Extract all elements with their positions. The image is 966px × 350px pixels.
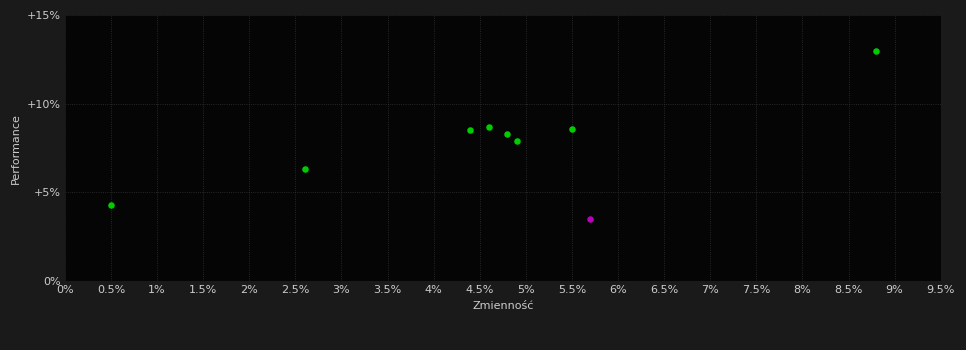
- Point: [499, 131, 515, 137]
- Point: [868, 48, 884, 54]
- Point: [103, 202, 119, 208]
- X-axis label: Zmienność: Zmienność: [472, 301, 533, 311]
- Point: [509, 138, 525, 144]
- Point: [481, 124, 497, 130]
- Point: [564, 126, 580, 132]
- Point: [463, 128, 478, 133]
- Point: [582, 216, 598, 222]
- Point: [297, 167, 312, 172]
- Y-axis label: Performance: Performance: [12, 113, 21, 184]
